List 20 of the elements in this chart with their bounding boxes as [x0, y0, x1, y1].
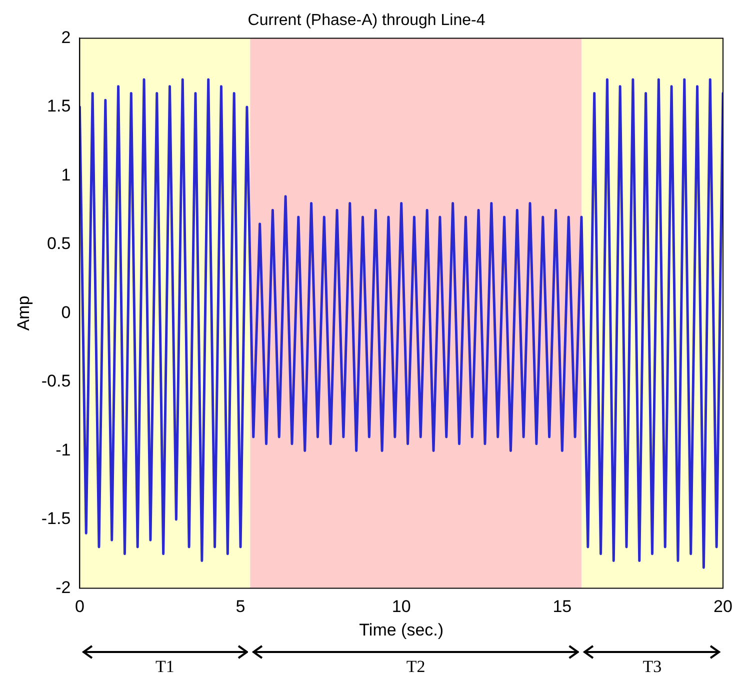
- y-tick-label: -2: [56, 578, 71, 597]
- y-tick-label: 0: [61, 302, 71, 322]
- x-tick-label: 5: [236, 597, 246, 616]
- text: T1: [155, 657, 174, 677]
- text: T3: [642, 657, 662, 677]
- y-tick-label: -0.5: [41, 372, 71, 391]
- y-tick-label: 2: [61, 28, 71, 47]
- y-tick-label: 1: [61, 165, 71, 184]
- y-axis-title: Amp: [14, 296, 33, 331]
- text: T2: [406, 657, 426, 677]
- x-tick-label: 15: [552, 597, 572, 616]
- y-tick-label: -1.5: [41, 509, 71, 528]
- x-axis-title: Time (sec.): [359, 620, 444, 640]
- y-tick-label: 1.5: [47, 96, 71, 116]
- x-tick-label: 10: [392, 597, 411, 616]
- chart-title: Current (Phase-A) through Line-4: [248, 12, 486, 30]
- y-tick-label: -1: [56, 440, 71, 460]
- x-tick-label: 20: [714, 597, 732, 616]
- x-tick-label: 0: [74, 597, 84, 616]
- y-tick-label: 0.5: [47, 234, 71, 254]
